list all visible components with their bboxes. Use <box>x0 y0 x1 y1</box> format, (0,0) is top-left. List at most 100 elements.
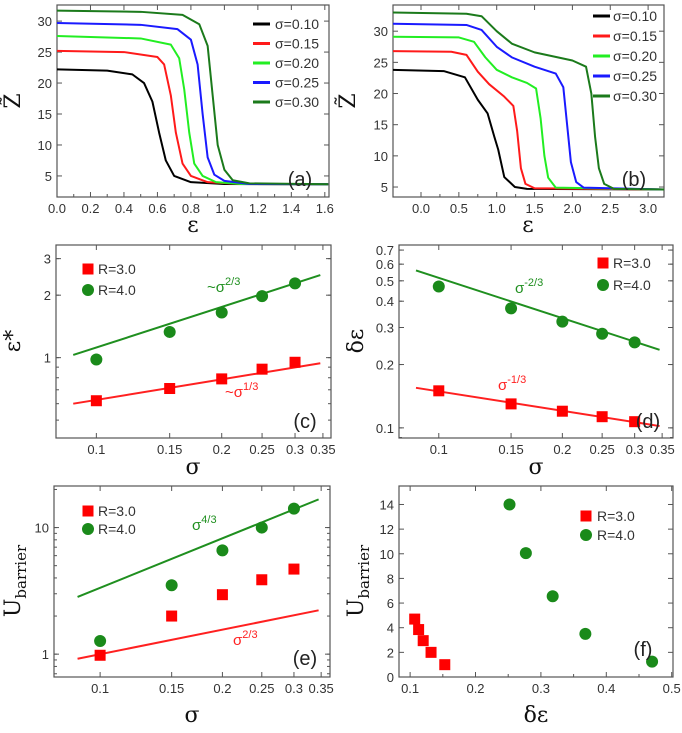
series-line <box>393 68 664 191</box>
y-tick-label: 15 <box>374 118 388 133</box>
data-point-circle <box>216 544 229 557</box>
plot-frame <box>398 485 674 678</box>
x-axis-label: σ <box>184 703 199 728</box>
y-axis-label-main: U <box>344 599 369 618</box>
panel-label: (f) <box>634 639 653 661</box>
data-point-circle <box>432 280 445 293</box>
panel-label: (d) <box>636 411 660 433</box>
y-tick-label: 0.1 <box>376 421 394 436</box>
data-point-square <box>216 589 228 601</box>
data-point-square <box>629 416 641 428</box>
fit-annotation: ~σ2/3 <box>207 276 240 296</box>
legend-label: R=3.0 <box>597 508 635 524</box>
x-tick-label: 0.0 <box>412 201 430 216</box>
plot-frame <box>398 244 674 439</box>
series-line <box>57 9 329 186</box>
data-point-circle <box>287 502 300 515</box>
series-line <box>393 11 664 191</box>
data-point-circle <box>94 635 107 648</box>
fit-line <box>73 362 321 405</box>
x-tick-label: 0.15 <box>159 681 184 696</box>
data-point-square <box>439 659 451 671</box>
y-axis-label-main: Z̃ <box>335 93 361 108</box>
fit-annotation-base: ~σ <box>225 384 244 401</box>
x-tick-label: 0.3 <box>626 442 644 457</box>
plot-frame <box>56 4 330 198</box>
y-tick-label: 8 <box>387 571 394 586</box>
plot-frame <box>392 4 665 198</box>
plot-area <box>393 11 664 191</box>
data-point-circle <box>505 302 518 315</box>
legend-label: σ=0.25 <box>275 75 319 91</box>
x-tick-label: 0.1 <box>87 442 105 457</box>
fit-annotation: σ-2/3 <box>515 277 543 297</box>
legend-swatch-circle <box>580 529 592 541</box>
x-tick-label: 0.1 <box>401 681 419 696</box>
legend-label: σ=0.20 <box>275 55 319 71</box>
y-tick-label: 10 <box>38 138 52 153</box>
legend-label: σ=0.10 <box>613 8 657 24</box>
legend-swatch-circle <box>82 523 94 535</box>
data-point-circle <box>289 277 302 290</box>
legend-label: σ=0.20 <box>613 48 657 64</box>
x-tick-label: 0.5 <box>450 201 468 216</box>
legend-label: R=4.0 <box>98 521 136 537</box>
data-point-circle <box>556 315 569 328</box>
x-tick-label: 2.0 <box>563 201 581 216</box>
x-tick-label: 1.0 <box>488 201 506 216</box>
data-point-square <box>556 405 568 417</box>
legend-label: R=3.0 <box>98 261 136 277</box>
plot-area <box>72 274 321 405</box>
panel-label: (b) <box>622 169 646 191</box>
legend-swatch-square <box>82 263 94 275</box>
x-tick-label: 0.2 <box>81 201 99 216</box>
x-tick-label: 0.4 <box>115 201 133 216</box>
x-tick-label: 0.4 <box>597 681 615 696</box>
legend-label: σ=0.25 <box>613 68 657 84</box>
legend-swatch-square <box>597 257 609 269</box>
fit-annotation-exponent: -1/3 <box>507 374 526 386</box>
plot-area <box>57 9 329 186</box>
fit-line <box>77 609 319 660</box>
y-tick-label: 10 <box>35 521 49 536</box>
plot-frame <box>53 485 331 678</box>
fit-annotation-base: σ <box>233 632 243 649</box>
data-point-circle <box>628 336 641 349</box>
data-point-square <box>166 610 178 622</box>
legend-label: σ=0.30 <box>613 88 657 104</box>
y-axis-label-main: U <box>1 599 26 618</box>
y-axis-label-main: ε* <box>1 330 26 352</box>
y-tick-label: 1 <box>42 647 49 662</box>
fit-annotation-exponent: 1/3 <box>243 381 258 393</box>
y-tick-label: 0.2 <box>376 358 394 373</box>
y-tick-label: 0.3 <box>376 320 394 335</box>
x-tick-label: 0.3 <box>532 681 550 696</box>
fit-annotation: σ4/3 <box>192 514 217 534</box>
y-tick-label: 25 <box>374 55 388 70</box>
y-axis-label: Z̃ <box>0 93 26 108</box>
y-tick-label: 25 <box>38 45 52 60</box>
x-tick-label: 2.5 <box>601 201 619 216</box>
data-point-square <box>505 398 517 410</box>
x-tick-label: 0.25 <box>249 681 274 696</box>
data-point-square <box>596 411 608 423</box>
fit-annotation-base: σ <box>192 517 202 534</box>
series-line <box>57 21 329 186</box>
fit-annotation: ~σ1/3 <box>225 381 258 401</box>
plot-area <box>77 498 319 660</box>
y-tick-label: 2 <box>44 288 51 303</box>
data-point-square <box>94 649 106 661</box>
fit-line <box>72 274 321 356</box>
fit-annotation-base: σ <box>515 280 525 297</box>
x-tick-label: 0.15 <box>157 442 182 457</box>
x-tick-label: 0.2 <box>213 442 231 457</box>
fit-line <box>415 386 660 428</box>
fit-line <box>415 269 660 351</box>
x-tick-label: 0.6 <box>148 201 166 216</box>
x-axis-label: ε <box>522 213 533 238</box>
y-tick-label: 3 <box>44 252 51 267</box>
data-point-square <box>256 574 268 586</box>
data-point-circle <box>90 353 103 366</box>
x-tick-label: 0.1 <box>91 681 109 696</box>
fit-annotation: σ-1/3 <box>498 374 526 394</box>
